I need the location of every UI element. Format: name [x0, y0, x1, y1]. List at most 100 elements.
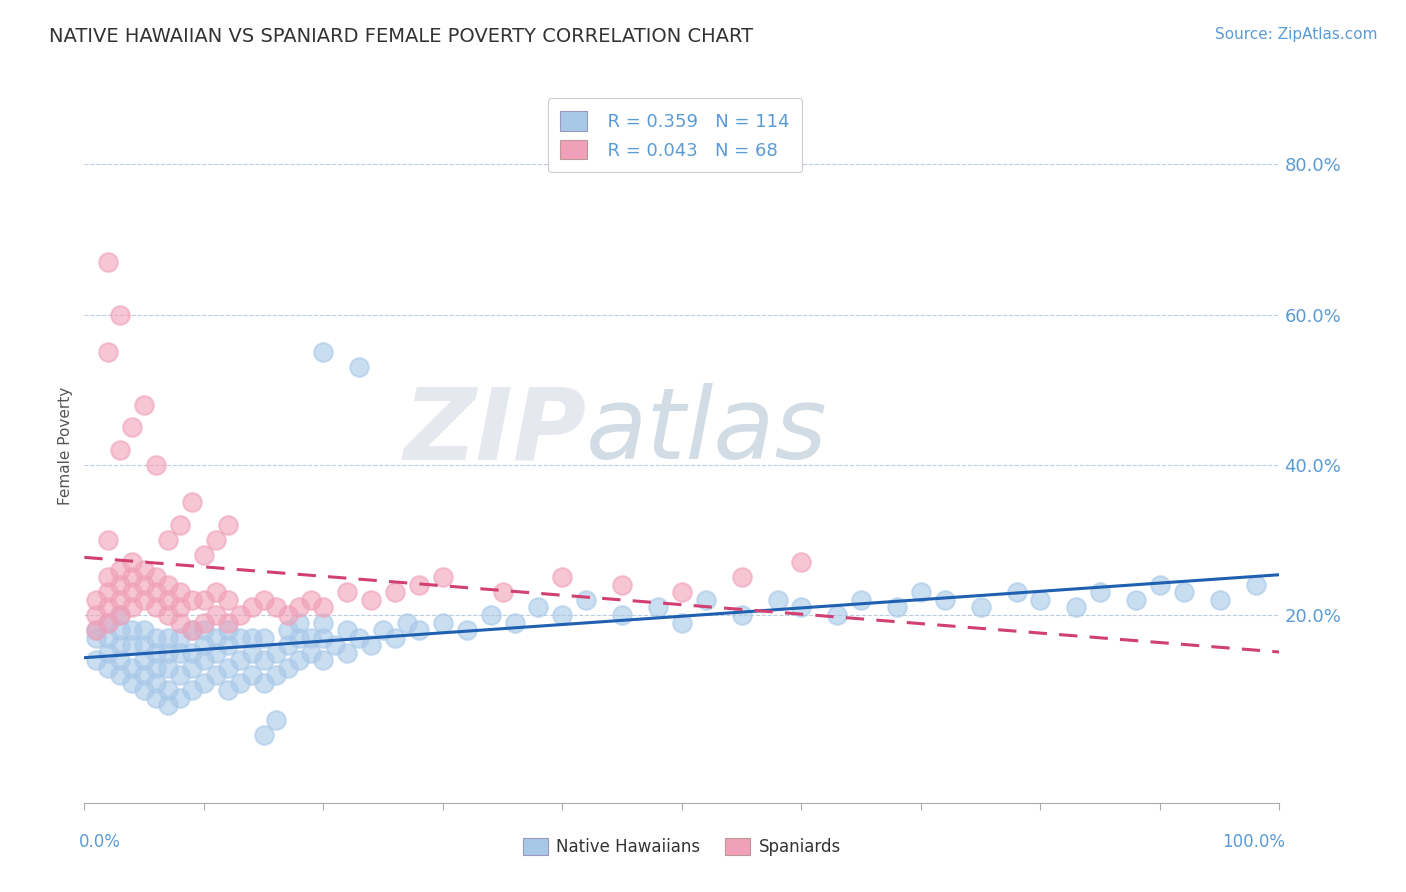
Point — [647, 600, 669, 615]
Point — [121, 600, 143, 615]
Point — [288, 631, 311, 645]
Point — [145, 458, 167, 472]
Point — [456, 623, 478, 637]
Point — [612, 578, 634, 592]
Point — [169, 517, 191, 532]
Point — [253, 728, 276, 742]
Point — [86, 607, 108, 622]
Point — [205, 668, 228, 682]
Point — [121, 570, 143, 584]
Point — [145, 660, 167, 674]
Legend: Native Hawaiians, Spaniards: Native Hawaiians, Spaniards — [513, 828, 851, 866]
Point — [408, 623, 430, 637]
Point — [157, 578, 180, 592]
Point — [193, 623, 215, 637]
Point — [910, 585, 932, 599]
Point — [217, 623, 239, 637]
Point — [181, 623, 204, 637]
Point — [157, 593, 180, 607]
Point — [288, 600, 311, 615]
Point — [157, 646, 180, 660]
Point — [110, 607, 132, 622]
Point — [181, 593, 204, 607]
Point — [1090, 585, 1112, 599]
Point — [1149, 578, 1171, 592]
Point — [1005, 585, 1028, 599]
Point — [110, 668, 132, 682]
Point — [934, 593, 956, 607]
Point — [790, 556, 813, 570]
Point — [253, 675, 276, 690]
Point — [325, 638, 347, 652]
Point — [193, 675, 215, 690]
Point — [766, 593, 789, 607]
Point — [240, 631, 263, 645]
Point — [193, 615, 215, 630]
Point — [193, 548, 215, 562]
Point — [121, 556, 143, 570]
Point — [217, 593, 239, 607]
Point — [97, 585, 120, 599]
Point — [1209, 593, 1232, 607]
Point — [97, 255, 120, 269]
Point — [408, 578, 430, 592]
Point — [132, 593, 156, 607]
Point — [86, 593, 108, 607]
Point — [110, 563, 132, 577]
Text: 100.0%: 100.0% — [1222, 833, 1285, 851]
Point — [205, 533, 228, 547]
Point — [110, 638, 132, 652]
Point — [132, 668, 156, 682]
Point — [575, 593, 598, 607]
Point — [145, 646, 167, 660]
Point — [86, 623, 108, 637]
Point — [132, 578, 156, 592]
Point — [145, 570, 167, 584]
Point — [132, 638, 156, 652]
Point — [229, 675, 252, 690]
Point — [264, 668, 287, 682]
Point — [86, 631, 108, 645]
Point — [479, 607, 502, 622]
Point — [121, 660, 143, 674]
Point — [205, 607, 228, 622]
Point — [157, 698, 180, 713]
Point — [110, 593, 132, 607]
Point — [110, 653, 132, 667]
Point — [121, 585, 143, 599]
Point — [121, 623, 143, 637]
Point — [132, 563, 156, 577]
Point — [132, 398, 156, 412]
Point — [97, 345, 120, 359]
Text: ZIP: ZIP — [404, 384, 586, 480]
Point — [384, 631, 406, 645]
Point — [349, 360, 371, 375]
Point — [217, 638, 239, 652]
Point — [157, 607, 180, 622]
Point — [264, 646, 287, 660]
Point — [157, 631, 180, 645]
Point — [86, 623, 108, 637]
Point — [169, 585, 191, 599]
Point — [97, 660, 120, 674]
Point — [253, 653, 276, 667]
Point — [193, 593, 215, 607]
Point — [205, 631, 228, 645]
Point — [181, 646, 204, 660]
Point — [157, 660, 180, 674]
Point — [360, 593, 382, 607]
Point — [97, 600, 120, 615]
Point — [612, 607, 634, 622]
Point — [671, 585, 693, 599]
Point — [695, 593, 717, 607]
Point — [277, 623, 299, 637]
Point — [301, 646, 323, 660]
Point — [970, 600, 993, 615]
Point — [229, 607, 252, 622]
Point — [253, 631, 276, 645]
Point — [145, 675, 167, 690]
Point — [432, 615, 454, 630]
Point — [384, 585, 406, 599]
Point — [169, 615, 191, 630]
Point — [790, 600, 813, 615]
